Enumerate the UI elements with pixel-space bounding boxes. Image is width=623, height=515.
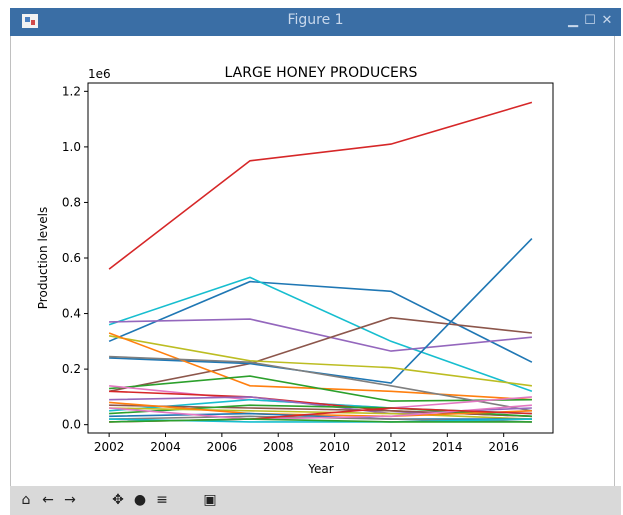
save-icon[interactable]: ▣ [203, 492, 217, 508]
back-icon[interactable]: ← [42, 492, 54, 508]
window-border-right [614, 36, 615, 515]
series-line-4 [109, 318, 532, 352]
y-tick-label: 0.0 [62, 418, 81, 432]
app-icon [22, 14, 38, 28]
y-tick-label: 0.8 [62, 195, 81, 209]
home-icon[interactable]: ⌂ [21, 492, 31, 508]
maximize-icon[interactable]: ☐ [584, 13, 596, 28]
series-line-18 [109, 401, 532, 418]
zoom-icon[interactable]: ● [133, 492, 147, 508]
series-line-9 [109, 375, 532, 402]
chart-title: LARGE HONEY PRODUCERS [225, 65, 418, 81]
forward-icon[interactable]: → [64, 492, 76, 508]
x-tick-label: 2012 [376, 440, 407, 454]
x-tick-label: 2016 [488, 440, 519, 454]
x-tick-label: 2002 [94, 440, 125, 454]
close-icon[interactable]: ✕ [601, 13, 613, 28]
figure-canvas: 2002 2004 2006 2008 2010 2012 2014 2016 0.0 0.2 0… [10, 36, 615, 486]
series-line-1 [108, 101, 533, 270]
window-titlebar[interactable]: Figure 1 ▁ ☐ ✕ [10, 8, 621, 36]
configure-icon[interactable]: ≡ [156, 492, 168, 508]
y-axis-ticks: 0.0 0.2 0.4 0.6 0.8 1.0 1.2 [62, 84, 88, 432]
window-border-left [10, 36, 11, 515]
series-line-19 [109, 412, 532, 420]
y-tick-label: 0.4 [62, 307, 81, 321]
series-line-17 [109, 407, 532, 420]
x-axis-ticks: 2002 2004 2006 2008 2010 2012 2014 2016 [94, 433, 519, 454]
x-axis-label: Year [307, 462, 333, 476]
series-line-2 [108, 280, 533, 363]
minimize-icon[interactable]: ▁ [568, 13, 578, 28]
plot-area [87, 82, 554, 434]
series-line-5 [108, 316, 532, 393]
x-tick-label: 2006 [207, 440, 238, 454]
line-chart: 2002 2004 2006 2008 2010 2012 2014 2016 0.00.20… [36, 65, 554, 476]
series-line-7 [108, 335, 533, 387]
x-tick-label: 2014 [432, 440, 463, 454]
figure-toolbar: ⌂ ← → ✥ ● ≡ ▣ [10, 486, 621, 515]
series-line-3 [108, 276, 533, 393]
x-tick-label: 2008 [263, 440, 294, 454]
x-tick-label: 2004 [150, 440, 181, 454]
y-tick-label: 1.2 [62, 84, 81, 98]
y-tick-label: 1.0 [62, 140, 81, 154]
x-tick-label: 2010 [319, 440, 350, 454]
series-line-24 [109, 418, 532, 423]
y-axis-label: Production levels [36, 207, 50, 309]
pan-icon[interactable]: ✥ [112, 492, 124, 508]
window-title: Figure 1 [287, 12, 344, 28]
y-tick-label: 0.6 [62, 251, 81, 265]
series-line-10 [109, 355, 533, 412]
y-offset-label: 1e6 [88, 67, 111, 81]
y-tick-label: 0.2 [62, 362, 81, 376]
series-layer [108, 101, 533, 423]
